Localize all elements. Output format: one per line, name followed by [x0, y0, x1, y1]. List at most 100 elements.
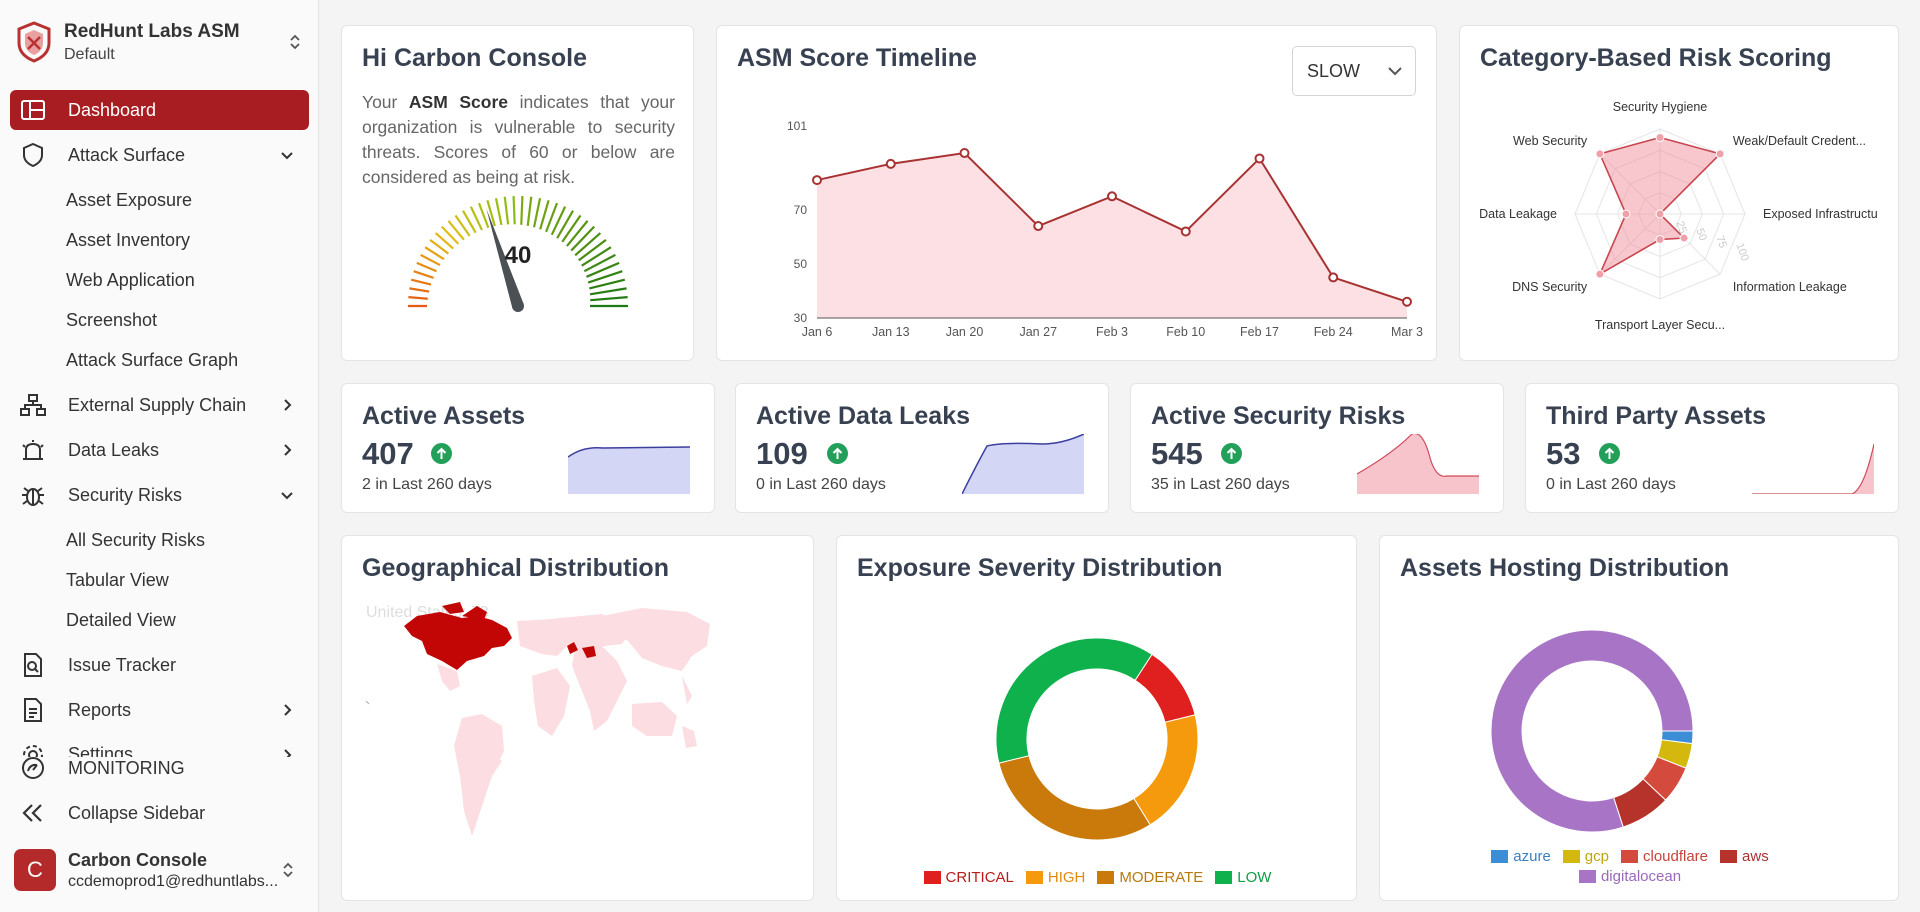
nav-reports-label: Reports	[68, 699, 132, 720]
nav-screenshot[interactable]: Screenshot	[66, 309, 158, 330]
y-tick-label: 70	[794, 203, 808, 217]
legend-moderate[interactable]: MODERATE	[1097, 869, 1203, 886]
nav-settings[interactable]: Settings	[10, 735, 309, 757]
trend-up-icon	[1221, 443, 1242, 464]
y-tick-label: 101	[787, 119, 807, 133]
y-tick-label: 30	[794, 311, 808, 325]
gauge-icon	[18, 756, 48, 780]
stat-subtext: 0 in Last 260 days	[1546, 476, 1676, 493]
timeline-point	[1402, 296, 1412, 307]
radar-tick-label: 50	[1693, 227, 1708, 243]
nav-monitoring[interactable]: MONITORING	[10, 748, 309, 788]
nav-attack-surface[interactable]: Attack Surface	[10, 135, 309, 175]
speed-select-value: SLOW	[1307, 60, 1361, 81]
nav-issue-tracker[interactable]: Issue Tracker	[10, 645, 309, 685]
nav-web-application[interactable]: Web Application	[66, 269, 195, 290]
timeline-point	[1328, 272, 1339, 283]
donut-slice-low	[995, 637, 1153, 764]
nav-security-risks[interactable]: Security Risks	[10, 475, 309, 515]
gauge-tick	[570, 225, 595, 252]
chevron-updown-icon	[283, 862, 293, 878]
legend-low[interactable]: LOW	[1215, 869, 1271, 886]
stat-title: Third Party Assets	[1546, 402, 1766, 430]
gauge-tick	[545, 202, 559, 233]
network-icon	[18, 393, 48, 417]
redhunt-logo	[17, 21, 51, 63]
chevron-updown-icon	[290, 34, 300, 50]
legend-gcp[interactable]: gcp	[1562, 848, 1609, 865]
timeline-point	[1107, 191, 1117, 202]
timeline-point	[1033, 221, 1044, 232]
nav-data-leaks[interactable]: Data Leaks	[10, 430, 309, 470]
gauge-tick	[587, 270, 623, 284]
x-tick-label: Jan 13	[872, 325, 910, 339]
chevron-right-icon	[284, 399, 292, 411]
gauge-tick	[454, 214, 471, 237]
gauge-tick	[477, 202, 490, 229]
gauge-tick	[532, 198, 542, 228]
x-tick-label: Jan 6	[802, 325, 833, 339]
speed-select[interactable]: SLOW	[1292, 46, 1416, 96]
nav-detailed-view[interactable]: Detailed View	[66, 609, 176, 630]
geo-title: Geographical Distribution	[362, 554, 669, 582]
gauge-tick	[494, 198, 503, 226]
gauge-tick	[410, 278, 432, 286]
collapse-sidebar-label: Collapse Sidebar	[68, 802, 206, 823]
nav-dashboard-label: Dashboard	[68, 99, 157, 120]
radar-point	[1595, 149, 1605, 159]
legend-aws[interactable]: aws	[1720, 848, 1769, 865]
hosting-title: Assets Hosting Distribution	[1400, 554, 1730, 582]
gauge-tick	[416, 261, 437, 273]
radar-spoke	[1599, 213, 1661, 275]
legend-digitalocean[interactable]: digitalocean	[1578, 868, 1681, 885]
radar-tick-label: 100	[1733, 241, 1751, 262]
nav-asset-exposure[interactable]: Asset Exposure	[66, 189, 193, 210]
legend-azure[interactable]: azure	[1491, 848, 1551, 865]
nav-dashboard[interactable]: Dashboard	[10, 90, 309, 130]
gauge-tick	[586, 261, 620, 278]
chevron-right-icon	[284, 749, 292, 757]
nav-reports[interactable]: Reports	[10, 690, 309, 730]
sparkline	[568, 446, 690, 494]
stat-subtext: 35 in Last 260 days	[1151, 476, 1290, 493]
gauge-tick	[589, 278, 626, 290]
stat-card-security-risks[interactable]: Active Security Risks 545 35 in Last 260…	[1130, 383, 1504, 513]
exposure-severity-card: Exposure Severity Distribution CRITICAL …	[836, 535, 1357, 901]
radar-category-label: Data Leakage	[1479, 207, 1557, 221]
workspace-switcher[interactable]: RedHunt Labs ASM Default	[16, 18, 306, 66]
shield-icon	[18, 143, 48, 167]
radar-category-label: Weak/Default Credent...	[1733, 134, 1866, 148]
stat-card-data-leaks[interactable]: Active Data Leaks 109 0 in Last 260 days	[735, 383, 1109, 513]
donut-slice-moderate	[998, 755, 1151, 841]
gauge-tick	[520, 196, 524, 225]
radar-point	[1621, 209, 1631, 219]
user-menu[interactable]: C Carbon Console ccdemoprod1@redhuntlabs…	[10, 842, 309, 898]
nav-settings-label: Settings	[68, 744, 134, 757]
nav-asset-inventory[interactable]: Asset Inventory	[66, 229, 191, 250]
user-name: Carbon Console	[68, 849, 208, 870]
timeline-point	[1180, 226, 1191, 237]
collapse-sidebar-button[interactable]: Collapse Sidebar	[10, 793, 309, 833]
radar-category-label: Transport Layer Secu...	[1595, 318, 1725, 332]
exposure-legend: CRITICAL HIGH MODERATE LOW	[837, 869, 1358, 889]
chevron-right-icon	[284, 704, 292, 716]
nav-tabular-view[interactable]: Tabular View	[66, 569, 169, 590]
legend-high[interactable]: HIGH	[1025, 869, 1085, 886]
gauge-tick	[574, 232, 602, 257]
hosting-donut-chart	[1490, 629, 1694, 833]
legend-cloudflare[interactable]: cloudflare	[1620, 848, 1708, 865]
nav-all-security-risks[interactable]: All Security Risks	[66, 529, 206, 550]
nav-external-supply-chain[interactable]: External Supply Chain	[10, 385, 309, 425]
gauge-tick	[556, 210, 574, 239]
timeline-point	[959, 148, 970, 159]
main-nav: Dashboard Attack Surface Asset Exposure …	[10, 90, 309, 757]
gauge-tick	[590, 296, 628, 302]
stat-card-third-party-assets[interactable]: Third Party Assets 53 0 in Last 260 days	[1525, 383, 1899, 513]
legend-critical[interactable]: CRITICAL	[923, 869, 1014, 886]
document-icon	[18, 698, 48, 722]
nav-attack-surface-graph[interactable]: Attack Surface Graph	[66, 349, 239, 370]
stat-card-active-assets[interactable]: Active Assets 407 2 in Last 260 days	[341, 383, 715, 513]
world-map[interactable]	[342, 536, 815, 902]
x-tick-label: Jan 20	[946, 325, 984, 339]
